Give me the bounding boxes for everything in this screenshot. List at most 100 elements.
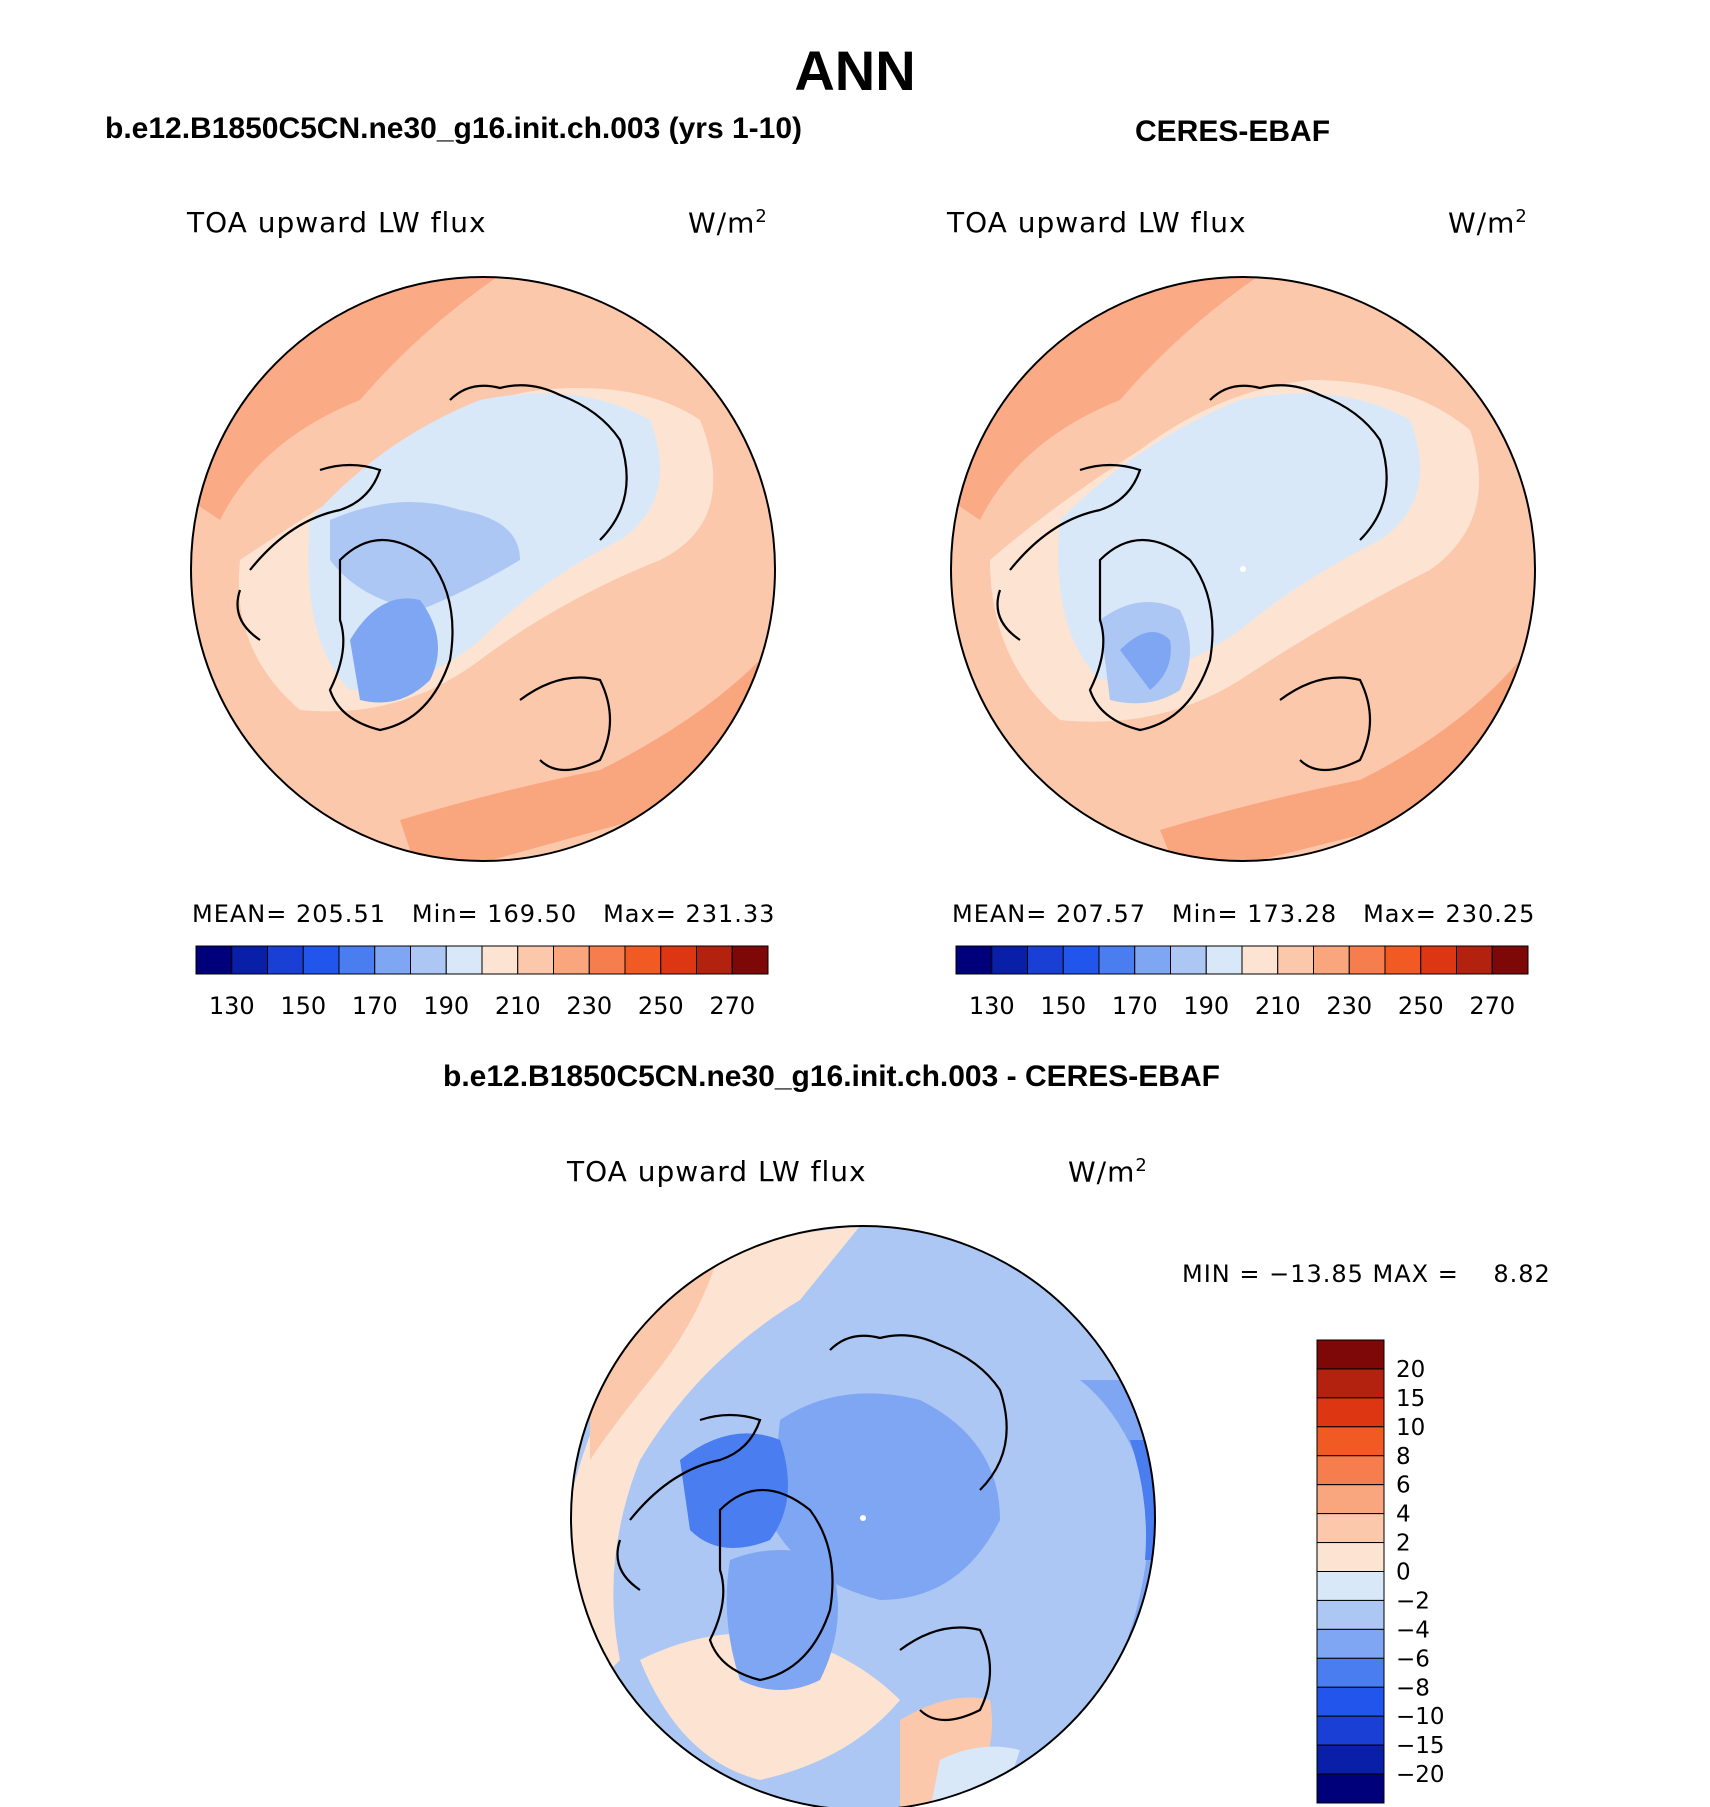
panel2-min-label: Min= xyxy=(1171,900,1239,928)
panel1-min-label: Min= xyxy=(411,900,479,928)
panel2-mean-label: MEAN= xyxy=(952,900,1048,928)
colorbar-bin xyxy=(696,945,733,975)
colorbar-bin xyxy=(1316,1426,1385,1457)
panel2-field-warm-south xyxy=(1160,660,1535,861)
colorbar-bin xyxy=(1348,945,1386,975)
colorbar-tick-label: −8 xyxy=(1396,1675,1430,1701)
colorbar-tick-label: 230 xyxy=(566,992,612,1020)
panel2-units: W/m2 xyxy=(1448,206,1528,240)
figure-title: ANN xyxy=(794,39,916,102)
colorbar-bin xyxy=(1241,945,1279,975)
panel2-field-greenland-min xyxy=(1120,632,1171,690)
colorbar-bin xyxy=(624,945,662,975)
panel3-units: W/m2 xyxy=(1068,1155,1148,1189)
colorbar-tick-label: 210 xyxy=(495,992,541,1020)
colorbar-tick-label: 170 xyxy=(352,992,398,1020)
colorbar-tick-label: 250 xyxy=(638,992,684,1020)
colorbar-bin xyxy=(338,945,376,975)
colorbar-bin xyxy=(1316,1744,1385,1775)
colorbar-bin xyxy=(1316,1686,1385,1717)
colorbar-bin xyxy=(1456,945,1493,975)
colorbar-tick-label: 20 xyxy=(1396,1357,1425,1383)
colorbar-tick-label: −2 xyxy=(1396,1588,1430,1614)
colorbar-bin xyxy=(481,945,519,975)
colorbar-bin xyxy=(517,945,554,975)
colorbar-bin xyxy=(1316,1628,1385,1659)
panel2-max: 230.25 xyxy=(1445,900,1536,928)
colorbar-tick-label: 130 xyxy=(969,992,1015,1020)
panel2-variable-label: TOA upward LW flux xyxy=(947,206,1247,239)
colorbar-tick-label: 170 xyxy=(1112,992,1158,1020)
panel3-title: b.e12.B1850C5CN.ne30_g16.init.ch.003 - C… xyxy=(443,1060,1220,1093)
panel1-field-greenland-min xyxy=(350,598,438,703)
panel2-map-border xyxy=(950,276,1536,862)
colorbar-tick-label: 270 xyxy=(1469,992,1515,1020)
panel1-mean: 205.51 xyxy=(296,900,386,928)
panel1-min: 169.50 xyxy=(487,900,578,928)
panel3-pole-marker xyxy=(860,1515,866,1521)
colorbar-bin xyxy=(1316,1455,1385,1486)
colorbar-bin xyxy=(1313,945,1350,975)
colorbar-bin xyxy=(231,945,268,975)
panel2-title: CERES-EBAF xyxy=(1135,115,1331,148)
colorbar-tick-label: −20 xyxy=(1396,1762,1445,1788)
panel3-map-border xyxy=(570,1225,1156,1807)
colorbar-tick-label: −6 xyxy=(1396,1646,1430,1672)
panel1-colorbar: 130 150 170 190 210 230 250 270 xyxy=(195,945,769,1020)
panel3-field-cool-archipelago xyxy=(680,1433,788,1548)
colorbar-bin xyxy=(1205,945,1243,975)
colorbar-bin xyxy=(1316,1657,1385,1688)
colorbar-bin xyxy=(410,945,447,975)
colorbar-bin xyxy=(1027,945,1064,975)
panel3-field-neutral-south xyxy=(640,1633,900,1780)
colorbar-bin xyxy=(955,945,993,975)
panel1-units: W/m2 xyxy=(688,206,768,240)
colorbar-bin xyxy=(1062,945,1100,975)
panel1-variable-label: TOA upward LW flux xyxy=(187,206,487,239)
panel1-map-border xyxy=(190,276,776,862)
panel2-map xyxy=(951,277,1535,861)
colorbar-bin xyxy=(267,945,304,975)
panel1-field-warm-nw xyxy=(191,277,500,520)
panel1-coastlines xyxy=(236,384,628,771)
panel2-pole-marker xyxy=(1240,566,1246,572)
colorbar-bin xyxy=(1316,1773,1385,1804)
colorbar-bin xyxy=(1316,1513,1385,1544)
colorbar-tick-label: 10 xyxy=(1396,1415,1425,1441)
colorbar-bin xyxy=(1316,1542,1385,1572)
colorbar-bin xyxy=(445,945,483,975)
colorbar-bin xyxy=(1316,1484,1385,1515)
colorbar-bin xyxy=(1277,945,1314,975)
colorbar-tick-label: −10 xyxy=(1396,1704,1445,1730)
panel1-stats: MEAN= 205.51 Min= 169.50 Max= 231.33 xyxy=(192,900,775,928)
colorbar-tick-label: 150 xyxy=(1040,992,1086,1020)
panel1-field-warm-south xyxy=(400,660,775,861)
colorbar-tick-label: 0 xyxy=(1396,1560,1411,1586)
colorbar-tick-label: 130 xyxy=(209,992,255,1020)
colorbar-bin xyxy=(195,945,233,975)
panel3-map xyxy=(571,1226,1155,1807)
colorbar-tick-label: 190 xyxy=(1183,992,1229,1020)
colorbar-bin xyxy=(302,945,340,975)
panel2-min: 173.28 xyxy=(1247,900,1338,928)
panel1-mean-label: MEAN= xyxy=(192,900,288,928)
panel3-field-cool-greenland xyxy=(726,1550,838,1690)
panel3-field-warm-nw xyxy=(590,1250,720,1460)
colorbar-bin xyxy=(731,945,769,975)
colorbar-tick-label: 6 xyxy=(1396,1473,1411,1499)
panel2-colorbar: 130 150 170 190 210 230 250 270 xyxy=(955,945,1529,1020)
colorbar-tick-label: 210 xyxy=(1255,992,1301,1020)
colorbar-bin xyxy=(1316,1715,1385,1746)
colorbar-bin xyxy=(374,945,411,975)
colorbar-bin xyxy=(660,945,697,975)
colorbar-tick-label: 250 xyxy=(1398,992,1444,1020)
colorbar-bin xyxy=(991,945,1028,975)
colorbar-bin xyxy=(1316,1339,1385,1370)
colorbar-bin xyxy=(1098,945,1136,975)
colorbar-bin xyxy=(1316,1599,1385,1630)
colorbar-bin xyxy=(1316,1397,1385,1428)
colorbar-tick-label: 190 xyxy=(423,992,469,1020)
colorbar-bin xyxy=(1316,1571,1385,1601)
colorbar-tick-label: 2 xyxy=(1396,1531,1411,1557)
colorbar-bin xyxy=(588,945,626,975)
